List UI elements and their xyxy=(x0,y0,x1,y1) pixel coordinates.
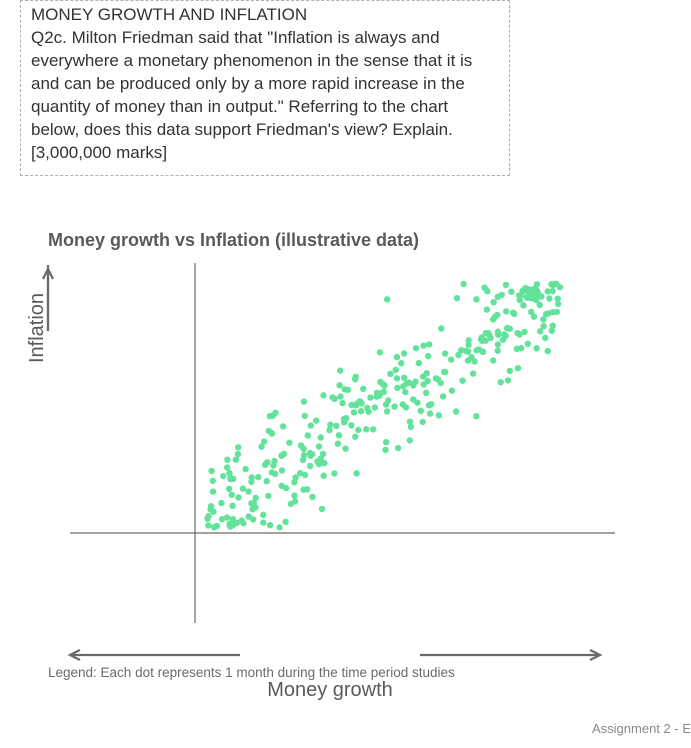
plot-wrap: Inflation Money growth xyxy=(40,263,620,643)
chart-area: Money growth vs Inflation (illustrative … xyxy=(40,230,640,643)
question-box: MONEY GROWTH AND INFLATION Q2c. Milton F… xyxy=(20,0,510,176)
footer-right: Assignment 2 - E xyxy=(592,721,691,736)
scatter-plot xyxy=(40,263,620,623)
chart-title: Money growth vs Inflation (illustrative … xyxy=(48,230,640,251)
question-body: Q2c. Milton Friedman said that "Inflatio… xyxy=(31,27,499,165)
legend-text: Legend: Each dot represents 1 month duri… xyxy=(48,660,548,686)
question-heading: MONEY GROWTH AND INFLATION xyxy=(31,5,499,25)
